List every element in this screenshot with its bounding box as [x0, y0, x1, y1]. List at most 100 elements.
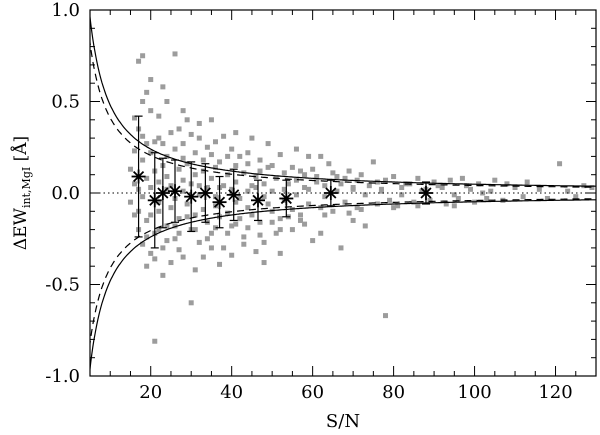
data-point	[180, 155, 186, 161]
data-point	[229, 146, 235, 152]
data-point	[378, 188, 384, 194]
data-point	[204, 185, 210, 191]
data-point	[144, 141, 150, 147]
data-point	[435, 183, 441, 189]
mean-marker	[184, 189, 199, 204]
data-point	[330, 170, 336, 176]
data-point	[188, 300, 194, 306]
x-tick-label: 100	[457, 382, 491, 403]
data-point	[245, 150, 251, 156]
data-point	[302, 221, 308, 227]
y-axis-label: ΔEWint,MgI [Å]	[10, 136, 33, 250]
data-point	[346, 168, 352, 174]
envelope-curve-solid	[90, 199, 596, 375]
data-point	[229, 223, 235, 229]
data-point	[520, 194, 526, 200]
y-tick-label: 0.0	[51, 183, 80, 204]
data-point	[164, 223, 170, 229]
data-point	[140, 194, 146, 200]
data-point	[148, 108, 154, 114]
data-point	[342, 175, 348, 181]
data-point	[269, 219, 275, 225]
data-point	[233, 130, 239, 136]
data-point	[144, 175, 150, 181]
data-point	[140, 133, 146, 139]
data-point	[330, 208, 336, 214]
y-tick-label: -0.5	[45, 275, 80, 296]
mean-marker	[418, 186, 433, 200]
data-point	[297, 212, 303, 218]
data-point	[524, 179, 530, 185]
data-point	[306, 201, 312, 207]
data-point	[192, 227, 198, 233]
data-point	[273, 230, 279, 236]
data-point	[265, 141, 271, 147]
data-point	[285, 181, 291, 187]
data-point	[164, 99, 170, 104]
data-point	[427, 197, 433, 203]
data-point	[196, 183, 202, 189]
y-tick-label: 0.5	[51, 92, 80, 113]
data-point	[350, 217, 356, 223]
data-point	[391, 205, 397, 211]
data-point	[156, 113, 162, 119]
data-point	[164, 174, 170, 180]
data-point	[140, 99, 146, 104]
data-point	[196, 239, 202, 245]
data-point	[314, 179, 320, 185]
x-axis-label: S/N	[326, 411, 360, 432]
mean-marker	[131, 169, 146, 184]
data-point	[293, 192, 299, 198]
data-point	[212, 164, 218, 170]
data-point	[172, 51, 178, 57]
data-point	[184, 201, 190, 207]
data-point	[192, 267, 198, 273]
data-point	[221, 133, 227, 139]
data-point	[310, 166, 316, 172]
data-point	[233, 179, 239, 185]
data-point	[293, 177, 299, 183]
data-point	[148, 150, 154, 156]
data-point	[245, 225, 251, 231]
data-point	[172, 236, 178, 242]
data-point	[217, 261, 223, 267]
data-point	[277, 216, 283, 222]
data-point	[306, 186, 312, 192]
data-point	[297, 168, 303, 174]
data-point	[132, 115, 138, 121]
data-point	[536, 186, 542, 192]
data-point	[144, 234, 150, 240]
data-point	[164, 238, 170, 244]
data-point	[253, 185, 259, 191]
data-point	[180, 254, 186, 260]
data-point	[415, 203, 421, 209]
data-point	[229, 252, 235, 258]
data-point	[370, 159, 376, 165]
data-point	[204, 236, 210, 242]
data-point	[192, 150, 198, 156]
tick-labels: 20 40 60 80 100 120 -1.0 -0.5 0.0 0.5 1.0	[45, 0, 572, 403]
data-point	[208, 230, 214, 236]
data-point	[447, 177, 453, 183]
data-point	[277, 250, 283, 256]
data-point	[451, 192, 457, 198]
data-point	[152, 256, 158, 262]
data-point	[160, 272, 166, 278]
y-axis-label-main: ΔEW	[11, 207, 31, 250]
mean-marker	[198, 186, 213, 200]
data-point	[156, 179, 162, 185]
data-point	[156, 135, 162, 141]
data-point	[468, 186, 474, 192]
data-point	[144, 263, 150, 269]
mean-marker	[212, 195, 227, 210]
data-point	[204, 144, 210, 150]
data-point	[180, 141, 186, 147]
data-point	[362, 192, 368, 198]
data-point	[302, 172, 308, 178]
data-point	[229, 186, 235, 192]
data-point	[160, 245, 166, 251]
data-point	[342, 199, 348, 205]
data-point	[383, 313, 389, 319]
data-point	[334, 188, 340, 194]
data-point	[512, 185, 518, 191]
